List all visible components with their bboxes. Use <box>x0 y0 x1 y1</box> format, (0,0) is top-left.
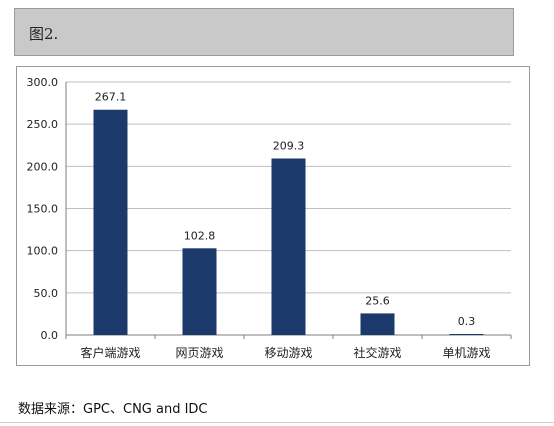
y-tick-label: 150.0 <box>27 203 59 216</box>
source-note: 数据来源：GPC、CNG and IDC <box>18 402 208 417</box>
x-tick-label: 网页游戏 <box>175 346 223 360</box>
bottom-divider <box>0 422 554 423</box>
bar-chart: 0.0 50.0 100.0 150.0 200.0 250.0 300.0 267.1 客户端… <box>27 76 512 360</box>
bar <box>93 109 128 335</box>
data-label: 267.1 <box>95 91 127 104</box>
x-tick-label: 移动游戏 <box>264 346 312 360</box>
y-tick-label: 250.0 <box>27 118 59 131</box>
bar <box>182 248 217 335</box>
x-tick-label: 客户端游戏 <box>80 345 140 360</box>
x-tick-label: 社交游戏 <box>353 345 401 360</box>
figure-header-box: 图2. <box>14 8 514 56</box>
data-label: 102.8 <box>184 229 216 242</box>
figure-title: 图2. <box>29 25 59 43</box>
y-tick-label: 0.0 <box>41 329 59 342</box>
y-tick-label: 100.0 <box>27 245 59 258</box>
data-label: 0.3 <box>458 315 476 328</box>
data-label: 209.3 <box>273 139 305 152</box>
bar <box>360 313 395 335</box>
bar <box>449 334 484 335</box>
y-tick-label: 300.0 <box>27 76 59 89</box>
x-tick-label: 单机游戏 <box>442 346 490 360</box>
data-label: 25.6 <box>365 294 390 307</box>
chart-frame: 0.0 50.0 100.0 150.0 200.0 250.0 300.0 267.1 客户端… <box>16 66 530 366</box>
y-tick-label: 200.0 <box>27 160 59 173</box>
bar <box>271 158 306 335</box>
y-tick-label: 50.0 <box>34 287 59 300</box>
